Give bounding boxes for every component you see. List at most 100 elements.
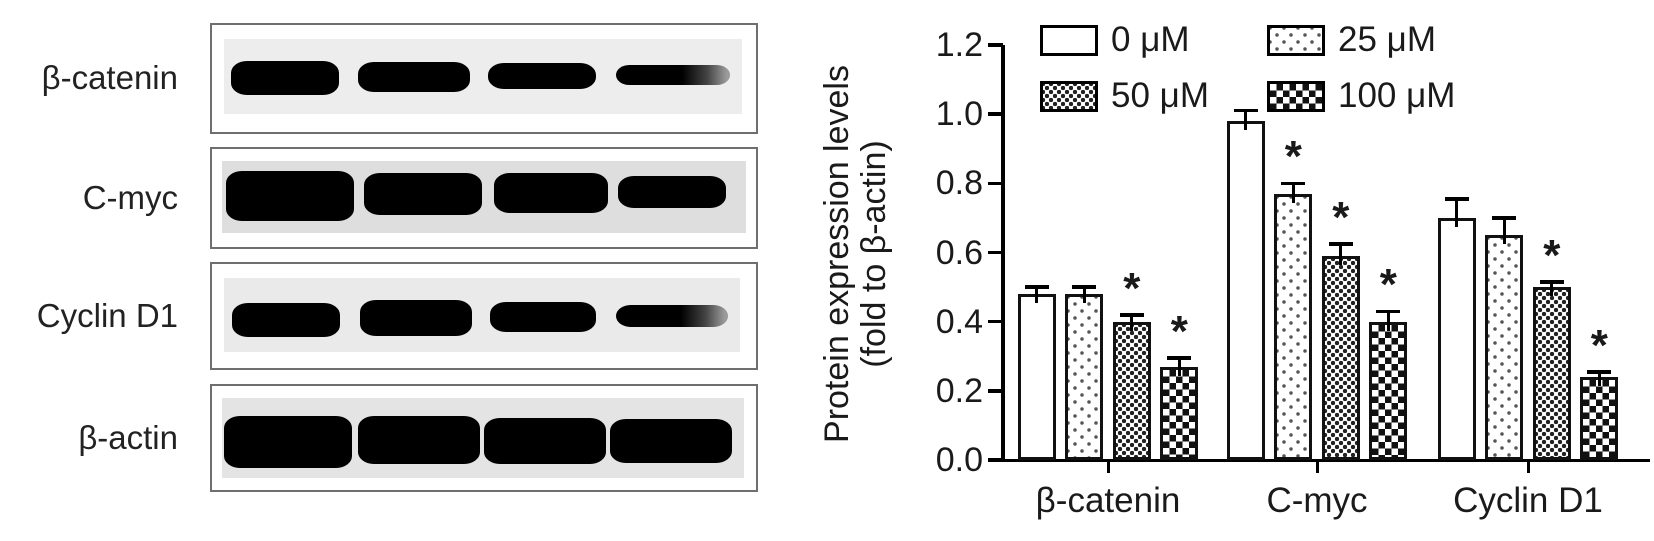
- blot-band-lane-0: [226, 171, 354, 221]
- significance-asterisk: *: [1170, 306, 1188, 356]
- y-tick-label: 0.0: [935, 441, 983, 479]
- x-axis-line: [1001, 458, 1650, 462]
- blot-band-lane-1: [358, 62, 470, 92]
- y-tick-label: 0.4: [935, 302, 983, 341]
- significance-asterisk: *: [1284, 132, 1302, 182]
- y-tick-label: 0.8: [935, 164, 983, 203]
- blot-band-lane-3: [616, 65, 730, 85]
- y-tick-label: 0.6: [935, 233, 983, 272]
- y-axis-title-line2: (fold to β-actin): [855, 140, 893, 368]
- bar-β-catenin-50 μM: [1112, 321, 1151, 460]
- blot-panel-row-2: [210, 262, 758, 370]
- error-bar-cap: [1167, 356, 1192, 360]
- error-bar-cap: [1376, 309, 1401, 314]
- x-category-label: β-catenin: [1035, 481, 1181, 520]
- error-bar-cap: [1281, 181, 1306, 186]
- bar-β-catenin-100 μM: [1160, 366, 1199, 460]
- error-bar-cap: [1024, 285, 1049, 289]
- legend-swatch-dots-icon: [1267, 24, 1325, 56]
- bar-Cyclin D1-25 μM: [1485, 235, 1524, 460]
- significance-asterisk: *: [1590, 320, 1608, 370]
- legend-item-25um: 25 μM: [1267, 20, 1436, 60]
- error-bar-stem: [1339, 243, 1343, 265]
- blot-band-lane-2: [490, 302, 596, 332]
- blot-row-label-c-myc: C-myc: [82, 179, 178, 216]
- x-tick-mark: [1526, 460, 1530, 473]
- x-category-label: Cyclin D1: [1453, 481, 1603, 520]
- error-bar-stem: [1550, 281, 1554, 297]
- blot-band-lane-3: [610, 419, 732, 463]
- blot-band-lane-0: [231, 61, 339, 95]
- blot-band-lane-2: [488, 63, 596, 89]
- blot-band-lane-2: [484, 418, 606, 464]
- y-tick-label: 1.2: [935, 26, 983, 64]
- error-bar-cap: [1119, 313, 1144, 317]
- error-bar-stem: [1597, 371, 1601, 386]
- x-tick-mark: [1106, 460, 1110, 473]
- legend-item-50um: 50 μM: [1040, 76, 1209, 116]
- legend-label: 50 μM: [1111, 76, 1209, 115]
- error-bar-stem: [1177, 357, 1181, 376]
- legend-swatch-fishnet-icon: [1040, 80, 1098, 112]
- bar-Cyclin D1-50 μM: [1532, 287, 1571, 460]
- blot-band-lane-3: [616, 305, 728, 327]
- legend-label: 0 μM: [1111, 20, 1190, 59]
- y-tick-mark: [988, 43, 1003, 47]
- blot-band-lane-3: [618, 176, 726, 208]
- y-tick-mark: [988, 389, 1003, 393]
- x-tick-mark: [1315, 460, 1319, 473]
- y-tick-label: 1.0: [935, 95, 983, 134]
- y-tick-mark: [988, 181, 1003, 186]
- blot-band-lane-1: [364, 173, 482, 215]
- significance-asterisk: *: [1332, 192, 1350, 242]
- y-tick-label: 0.2: [935, 371, 983, 410]
- legend-label: 100 μM: [1338, 76, 1456, 115]
- bar-β-catenin-25 μM: [1065, 294, 1104, 460]
- blot-band-lane-2: [494, 173, 608, 213]
- bar-C-myc-25 μM: [1274, 193, 1313, 460]
- significance-asterisk: *: [1543, 230, 1561, 280]
- legend-item-0um: 0 μM: [1040, 20, 1190, 60]
- error-bar-stem: [1502, 217, 1506, 245]
- blot-panel-row-0: [210, 23, 758, 134]
- legend-item-100um: 100 μM: [1267, 76, 1455, 116]
- error-bar-stem: [1386, 311, 1390, 331]
- x-category-label: C-myc: [1266, 481, 1368, 520]
- bar-β-catenin-0 μM: [1017, 294, 1056, 460]
- legend-swatch-plain-icon: [1040, 24, 1098, 56]
- blot-row-label-beta-actin: β-actin: [78, 419, 178, 456]
- bar-Cyclin D1-0 μM: [1437, 217, 1476, 460]
- error-bar-cap: [1233, 108, 1258, 113]
- bar-C-myc-100 μM: [1369, 321, 1408, 460]
- blot-panel-row-3: [210, 384, 758, 492]
- blot-band-lane-0: [232, 303, 340, 337]
- error-bar-cap: [1539, 280, 1564, 284]
- blot-band-lane-1: [360, 300, 472, 336]
- legend-swatch-checker-icon: [1267, 80, 1325, 112]
- error-bar-stem: [1082, 287, 1086, 303]
- significance-asterisk: *: [1123, 263, 1141, 313]
- blot-panel-row-1: [210, 147, 758, 249]
- blot-band-lane-1: [358, 416, 480, 464]
- error-bar-cap: [1328, 242, 1353, 246]
- error-bar-stem: [1035, 287, 1039, 303]
- y-tick-mark: [988, 319, 1003, 324]
- bar-C-myc-0 μM: [1226, 121, 1265, 460]
- error-bar-stem: [1291, 183, 1295, 203]
- error-bar-cap: [1587, 370, 1612, 374]
- error-bar-stem: [1455, 198, 1459, 227]
- error-bar-cap: [1072, 285, 1097, 289]
- blot-band-lane-0: [224, 416, 352, 468]
- bar-C-myc-50 μM: [1321, 255, 1360, 460]
- blot-row-label-cyclin-d1: Cyclin D1: [36, 297, 178, 334]
- y-axis-title: Protein expression levels (fold to β-act…: [818, 24, 895, 484]
- y-tick-mark: [988, 112, 1003, 116]
- legend-label: 25 μM: [1338, 20, 1436, 59]
- error-bar-cap: [1492, 216, 1517, 220]
- y-tick-mark: [988, 458, 1003, 462]
- y-axis-title-line1: Protein expression levels: [818, 65, 856, 443]
- error-bar-stem: [1244, 110, 1248, 131]
- bar-Cyclin D1-100 μM: [1580, 377, 1619, 460]
- significance-asterisk: *: [1379, 260, 1397, 310]
